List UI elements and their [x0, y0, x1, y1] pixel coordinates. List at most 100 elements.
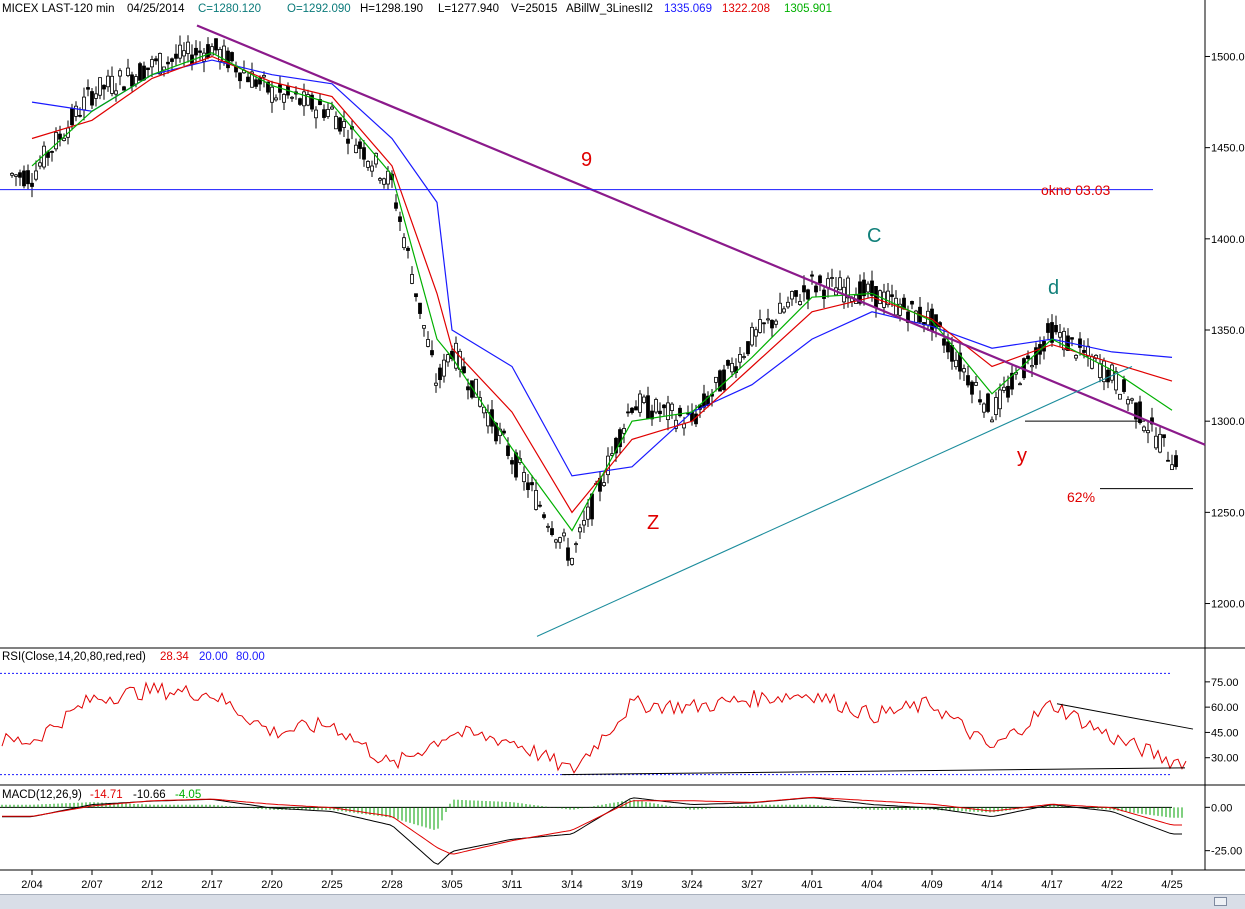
candle-body — [302, 91, 306, 107]
candle-body — [514, 452, 518, 478]
candle-body — [370, 165, 374, 172]
candle-body — [90, 91, 94, 106]
candle-body — [270, 86, 274, 103]
macd-layer — [0, 796, 1183, 865]
rsi-tick-label: 75.00 — [1211, 677, 1239, 689]
date-tick-label: 3/27 — [741, 879, 762, 891]
candle-body — [550, 528, 554, 535]
candle-body — [618, 429, 622, 448]
candle-body — [438, 367, 442, 381]
candle-body — [434, 382, 438, 386]
price-tick-label: 1400.00 — [1211, 234, 1245, 246]
date-tick-label: 3/24 — [681, 879, 702, 891]
candle-body — [706, 395, 710, 406]
header-high: H=1298.190 — [360, 3, 423, 15]
candle-body — [178, 44, 182, 59]
candle-body — [422, 325, 426, 329]
rsi-resistance-line — [1056, 703, 1194, 730]
annotation-fib: 62% — [1067, 489, 1095, 505]
candle-body — [418, 302, 422, 314]
candle-body — [86, 87, 90, 90]
rsi-label: RSI(Close,14,20,80,red,red) — [2, 651, 146, 663]
candle-body — [814, 285, 818, 293]
macd-axis-ticks: 0.00 -25.00 — [1205, 802, 1242, 858]
price-tick-label: 1500.00 — [1211, 51, 1245, 63]
candle-body — [1006, 385, 1010, 398]
candle-body — [210, 46, 214, 56]
candle-body — [290, 96, 294, 99]
candle-body — [762, 322, 766, 325]
candle-body — [382, 178, 386, 185]
date-tick-label: 2/12 — [141, 879, 162, 891]
candle-body — [1166, 459, 1170, 462]
annotation-d: d — [1048, 277, 1059, 299]
candle-body — [562, 532, 566, 537]
price-tick-label: 1250.00 — [1211, 507, 1245, 519]
candle-body — [206, 44, 210, 58]
horizontal-scrollbar[interactable] — [0, 894, 1245, 909]
header-close: C=1280.120 — [198, 3, 261, 15]
candle-body — [870, 280, 874, 296]
candle-body — [522, 472, 526, 483]
candle-body — [202, 52, 206, 62]
candle-body — [626, 411, 630, 414]
candle-body — [1062, 330, 1066, 351]
candle-body — [482, 406, 486, 414]
candle-body — [1082, 349, 1086, 353]
date-tick-label: 2/25 — [321, 879, 342, 891]
macd-value-1: -14.71 — [90, 789, 123, 801]
candle-body — [750, 326, 754, 346]
candle-body — [822, 289, 826, 299]
candle-body — [942, 338, 946, 346]
candle-body — [1154, 435, 1158, 449]
candle-body — [986, 393, 990, 412]
price-axis-ticks: 1500.00 1450.00 1400.00 1350.00 1300.00 1250.… — [1205, 51, 1245, 611]
candle-body — [118, 70, 122, 77]
candle-body — [846, 277, 850, 299]
candle-body — [170, 58, 174, 62]
date-tick-label: 2/04 — [21, 879, 42, 891]
candle-body — [898, 303, 902, 316]
candle-body — [534, 490, 538, 510]
candle-body — [174, 53, 178, 59]
candle-body — [386, 170, 390, 185]
candle-body — [466, 386, 470, 391]
candle-body — [998, 389, 1002, 410]
rsi-tick-label: 60.00 — [1211, 702, 1239, 714]
candle-body — [366, 161, 370, 168]
candle-body — [1010, 372, 1014, 390]
candle-body — [402, 237, 406, 249]
candle-body — [1110, 364, 1114, 381]
candle-body — [830, 277, 834, 279]
candle-body — [1074, 354, 1078, 359]
candle-body — [446, 354, 450, 363]
candle-body — [1134, 402, 1138, 420]
candle-body — [1162, 434, 1166, 439]
candle-body — [714, 376, 718, 383]
candle-body — [474, 378, 478, 398]
header-date: 04/25/2014 — [127, 3, 185, 15]
candle-body — [194, 47, 198, 56]
candle-body — [362, 147, 366, 160]
candle-body — [746, 341, 750, 355]
candle-body — [318, 99, 322, 106]
date-tick-label: 4/25 — [1161, 879, 1182, 891]
candle-body — [146, 67, 150, 70]
candle-body — [602, 482, 606, 486]
candle-body — [78, 114, 82, 117]
candle-body — [1126, 399, 1130, 405]
scrollbar-thumb[interactable] — [1214, 897, 1227, 906]
candle-body — [966, 375, 970, 386]
annotation-nine: 9 — [581, 149, 592, 171]
candle-body — [354, 144, 358, 154]
candle-body — [158, 53, 162, 75]
candle-body — [414, 293, 418, 298]
candle-body — [578, 527, 582, 533]
candle-body — [142, 65, 146, 81]
candle-body — [558, 537, 562, 543]
candle-body — [1098, 363, 1102, 378]
date-tick-label: 2/07 — [81, 879, 102, 891]
candle-body — [1058, 332, 1062, 338]
candle-body — [458, 350, 462, 370]
candle-body — [198, 50, 202, 53]
